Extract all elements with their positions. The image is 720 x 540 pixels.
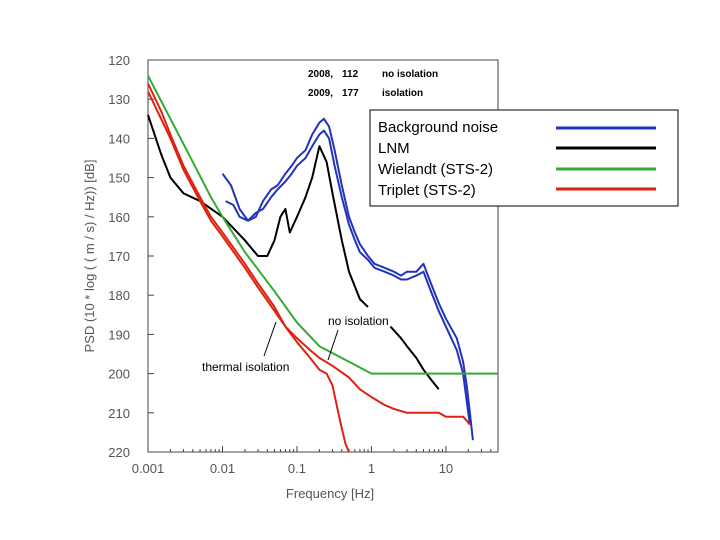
annotation-leader-no-isolation: [327, 329, 339, 361]
annotations: no isolation thermal isolation: [202, 314, 389, 374]
y-tick-label: 200: [108, 367, 130, 382]
y-tick-label: 180: [108, 288, 130, 303]
header-legend: 2008, 112 no isolation 2009, 177 isolati…: [308, 69, 438, 99]
series-line-background-noise-0: [221, 117, 474, 441]
x-tick-label: 1: [368, 461, 375, 476]
series-line-triplet-sts-2-6: [147, 90, 471, 426]
header-legend-label-1: no isolation: [382, 69, 438, 80]
y-tick-label: 160: [108, 210, 130, 225]
x-axis-ticks: 0.001 0.01 0.1 1 10: [132, 446, 499, 476]
legend-label-wielandt: Wielandt (STS-2): [378, 161, 493, 178]
series-line-lnm-3: [389, 325, 440, 390]
legend: Background noise LNM Wielandt (STS-2) Tr…: [369, 109, 679, 207]
y-tick-label: 120: [108, 53, 130, 68]
header-legend-year-1: 2008,: [308, 69, 333, 80]
y-tick-label: 150: [108, 171, 130, 186]
x-tick-label: 10: [439, 461, 453, 476]
x-tick-label: 0.01: [210, 461, 235, 476]
legend-label-background-noise: Background noise: [378, 119, 498, 136]
annotation-thermal-isolation: thermal isolation: [202, 360, 289, 374]
annotation-no-isolation: no isolation: [328, 314, 389, 328]
legend-label-triplet: Triplet (STS-2): [378, 182, 476, 199]
y-tick-label: 190: [108, 327, 130, 342]
y-tick-label: 140: [108, 131, 130, 146]
y-tick-label: 170: [108, 249, 130, 264]
x-tick-label: 0.1: [288, 461, 306, 476]
series-line-wielandt-sts-2-4: [147, 75, 498, 375]
x-tick-label: 0.001: [132, 461, 165, 476]
header-legend-count-2: 177: [342, 88, 359, 99]
header-legend-label-2: isolation: [382, 88, 423, 99]
legend-label-lnm: LNM: [378, 140, 410, 157]
header-legend-count-1: 112: [342, 69, 359, 80]
header-legend-year-2: 2009,: [308, 88, 333, 99]
y-tick-label: 130: [108, 92, 130, 107]
y-tick-label: 210: [108, 406, 130, 421]
series-layer: [147, 75, 498, 453]
series-line-lnm-2: [147, 114, 369, 308]
series-line-triplet-sts-2-5: [147, 83, 350, 453]
annotation-leader-thermal-isolation: [263, 321, 277, 357]
series-line-background-noise-1: [225, 129, 471, 425]
y-axis-ticks: 120 130 140 150 160 170 180 190 200 210 220: [108, 53, 154, 460]
x-axis-title: Frequency [Hz]: [286, 486, 374, 501]
y-axis-title: PSD (10 * log ( ( m / s) / Hz)) [dB]: [82, 160, 97, 353]
y-tick-label: 220: [108, 445, 130, 460]
